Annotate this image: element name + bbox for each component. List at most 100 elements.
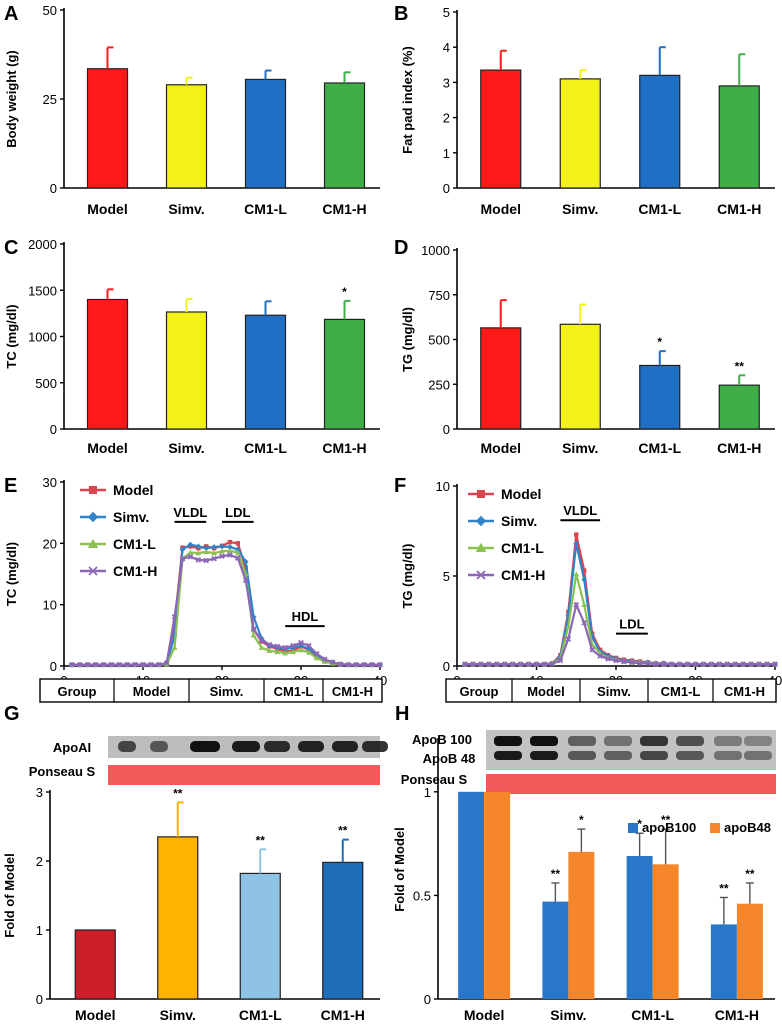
category-label: CM1-L — [631, 1007, 674, 1023]
data-point — [660, 661, 667, 668]
blot-band — [264, 741, 290, 752]
data-point — [533, 661, 540, 668]
blot-row-label: ApoB 48 — [423, 751, 476, 766]
blot-band — [150, 741, 168, 752]
data-point — [581, 619, 588, 626]
blot-band — [190, 741, 220, 752]
data-point — [171, 644, 178, 650]
data-point — [274, 643, 281, 650]
data-point — [321, 658, 328, 664]
legend-marker — [475, 515, 487, 527]
data-point — [234, 549, 241, 555]
category-label: CM1-H — [321, 1007, 365, 1023]
fraction-band-label: LDL — [225, 505, 250, 520]
category-label: Simv. — [160, 1007, 196, 1023]
data-point — [163, 660, 170, 666]
significance-mark: ** — [256, 833, 266, 847]
data-point — [764, 661, 770, 668]
y-tick-label: 10 — [43, 598, 57, 613]
data-point — [582, 568, 587, 573]
blot-row-label: Ponseau S — [29, 764, 96, 779]
category-label: Model — [481, 201, 521, 217]
y-tick-label: 2000 — [28, 237, 57, 252]
blot-band — [530, 751, 558, 760]
y-axis-label: Fold of Model — [2, 853, 17, 937]
chart-panel-c: 0 500 1000 1500 2000 TC (mg/dl) C Model Simv. CM1… — [4, 237, 380, 456]
chart-panel-b: 0 1 2 3 4 5 Fat pad index (%) B Model Simv. CM1-L C… — [394, 3, 775, 217]
data-point — [187, 553, 194, 560]
y-tick-label: 50 — [43, 3, 57, 18]
data-point — [242, 577, 249, 583]
data-point — [84, 661, 91, 668]
y-tick-label: 0 — [424, 992, 431, 1007]
y-tick-label: 0 — [50, 422, 57, 437]
legend-marker — [477, 490, 485, 498]
data-point — [195, 557, 202, 563]
y-tick-label: 1000 — [421, 243, 450, 258]
data-point — [644, 660, 651, 667]
blot-header-cell: Simv. — [210, 684, 244, 699]
panel-letter: F — [394, 475, 406, 497]
bar — [736, 903, 763, 999]
y-tick-label: 3 — [36, 785, 43, 800]
category-label: Simv. — [562, 201, 598, 217]
data-point — [345, 661, 352, 668]
category-label: CM1-L — [638, 201, 681, 217]
fraction-band-label: LDL — [619, 617, 644, 632]
data-point — [148, 661, 154, 668]
data-point — [676, 661, 683, 668]
bar — [322, 861, 364, 1000]
legend-marker — [88, 566, 98, 576]
data-point — [132, 661, 138, 668]
bar — [157, 836, 199, 1000]
western-blot-g: Group Model Simv. CM1-L CM1-H ApoAI Ponseau S — [29, 678, 388, 785]
data-point — [377, 661, 383, 668]
data-point — [306, 649, 312, 655]
y-tick-label: 1 — [443, 146, 450, 161]
data-point — [266, 647, 273, 653]
data-point — [124, 661, 131, 668]
blot-row-label: ApoAI — [53, 740, 91, 755]
data-point — [234, 555, 241, 561]
data-point — [203, 557, 210, 564]
significance-mark: * — [342, 285, 347, 299]
data-point — [100, 661, 107, 668]
blot-band — [530, 736, 558, 746]
legend-marker — [87, 538, 99, 548]
blot-band — [362, 741, 388, 752]
y-tick-label: 1500 — [28, 283, 57, 298]
bar — [484, 791, 511, 999]
legend-label: Model — [113, 482, 153, 498]
significance-mark: ** — [173, 786, 183, 800]
data-point — [69, 661, 75, 668]
chart-panel-d: 0 250 500 750 1000 TG (mg/dl) D Model Simv. * CM1-… — [394, 237, 775, 456]
data-point — [282, 650, 289, 656]
data-point — [485, 661, 492, 668]
legend-marker — [476, 570, 486, 580]
significance-mark: ** — [745, 867, 755, 881]
bar — [639, 74, 681, 189]
y-axis-label: Fat pad index (%) — [400, 46, 415, 154]
data-point — [298, 647, 304, 653]
data-point — [361, 661, 368, 668]
data-point — [353, 661, 360, 668]
blot-header-table — [445, 678, 777, 703]
bar — [542, 901, 569, 999]
data-point — [92, 661, 99, 668]
category-label: Simv. — [168, 201, 204, 217]
y-axis-label: Fold of Model — [392, 827, 407, 911]
category-label: CM1-H — [717, 440, 761, 456]
data-point — [652, 661, 659, 668]
y-tick-label: 0.5 — [413, 888, 431, 903]
blot-band — [744, 736, 772, 746]
y-tick-label: 0 — [36, 992, 43, 1007]
data-point — [242, 558, 249, 565]
significance-mark: * — [657, 335, 662, 349]
y-tick-label: 20 — [43, 536, 57, 551]
data-point — [250, 632, 257, 638]
data-point — [613, 657, 619, 664]
data-point — [541, 661, 548, 668]
legend-marker — [87, 511, 99, 523]
